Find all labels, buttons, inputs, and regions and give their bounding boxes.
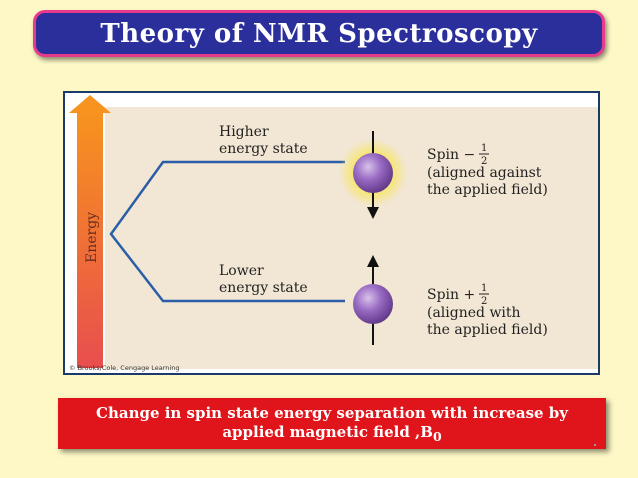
spin-plus-fraction: 1 2 — [479, 283, 489, 307]
spin-minus-fraction-denominator: 2 — [481, 156, 487, 167]
higher-state-label-line2: energy state — [219, 141, 308, 157]
spin-plus-particle — [353, 255, 393, 345]
copyright-credit: © Brooks/Cole, Cengage Learning — [69, 364, 179, 372]
spin-minus-desc-line1: (aligned against — [427, 165, 542, 181]
spin-plus-desc-line2: the applied field) — [427, 322, 548, 338]
slide-title-banner: Theory of NMR Spectroscopy — [33, 10, 605, 57]
caption-text: Change in spin state energy separation w… — [96, 404, 568, 441]
energy-axis-label: Energy — [84, 212, 100, 263]
lower-state-label-line1: Lower — [219, 263, 264, 279]
spin-minus-desc-line2: the applied field) — [427, 182, 548, 198]
slide-marker — [594, 444, 596, 446]
spin-minus-particle — [339, 131, 407, 219]
spin-minus-fraction-numerator: 1 — [481, 143, 487, 154]
spin-plus-label: Spin + — [427, 287, 475, 303]
energy-level-lines — [109, 160, 345, 303]
energy-axis-arrow — [69, 95, 111, 368]
caption-banner: Change in spin state energy separation w… — [58, 398, 606, 449]
spin-minus-fraction: 1 2 — [479, 143, 489, 167]
lower-state-label-line2: energy state — [219, 280, 308, 296]
spin-plus-fraction-denominator: 2 — [481, 296, 487, 307]
spin-minus-label: Spin − — [427, 147, 475, 163]
spin-plus-desc-line1: (aligned with — [427, 305, 521, 321]
slide-title: Theory of NMR Spectroscopy — [100, 18, 538, 49]
higher-state-label-line1: Higher — [219, 124, 269, 140]
caption-subscript: 0 — [432, 429, 442, 444]
spin-plus-fraction-numerator: 1 — [481, 283, 487, 294]
nmr-energy-diagram: Energy Higher energy state Lower energy … — [63, 91, 600, 375]
